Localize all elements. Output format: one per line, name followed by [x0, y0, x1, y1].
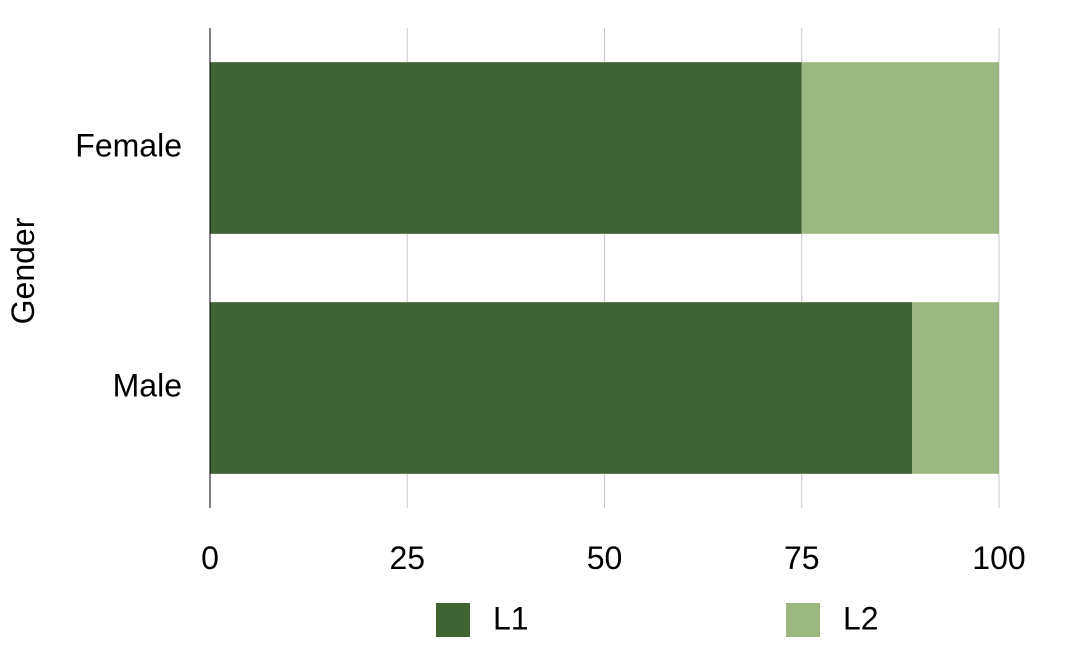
legend-label: L2 — [843, 600, 879, 636]
x-tick-label: 100 — [972, 540, 1025, 576]
bar-l1-female — [210, 62, 802, 234]
y-axis-title: Gender — [5, 217, 41, 324]
x-tick-label: 75 — [784, 540, 820, 576]
bars — [210, 62, 999, 474]
axes: 0 25 50 75 100 Female Male — [75, 28, 1026, 576]
y-category-label: Female — [75, 127, 182, 163]
legend-label: L1 — [493, 600, 529, 636]
legend: L1 L2 — [436, 600, 879, 637]
legend-swatch — [786, 603, 820, 637]
x-tick-label: 0 — [201, 540, 219, 576]
x-tick-label: 50 — [587, 540, 623, 576]
x-tick-label: 25 — [389, 540, 425, 576]
bar-l2-male — [912, 302, 999, 474]
legend-swatch — [436, 603, 470, 637]
bar-l1-male — [210, 302, 913, 474]
y-category-label: Male — [113, 367, 182, 403]
bar-l2-female — [801, 62, 999, 234]
